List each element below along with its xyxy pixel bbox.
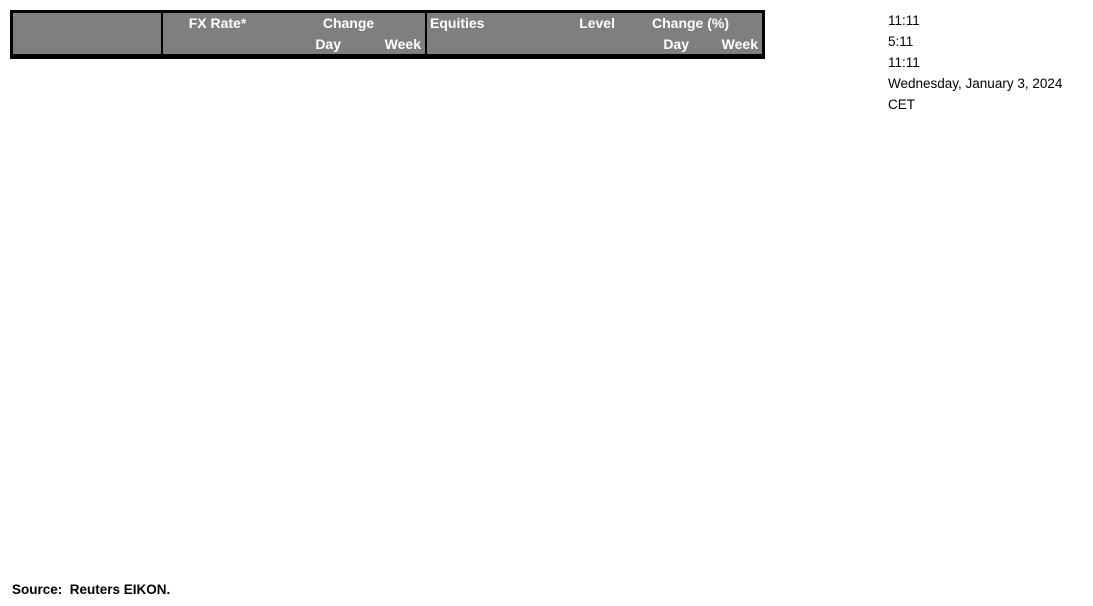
header-change-pct: Change (%) <box>652 15 729 31</box>
header-spacer <box>13 34 163 54</box>
header-spacer <box>163 34 272 54</box>
header-equities: Equities <box>425 13 559 34</box>
date-line: Wednesday, January 3, 2024 <box>888 76 1063 91</box>
table-header: FX Rate* Change Equities Level Change (%… <box>13 13 762 56</box>
header-row-1: FX Rate* Change Equities Level Change (%… <box>13 13 762 34</box>
header-row-2: Day Week Day Week <box>13 34 762 54</box>
header-eq-day: Day <box>663 36 689 52</box>
time-line-2: 5:11 <box>888 34 914 49</box>
header-spacer <box>559 34 619 54</box>
time-line-3: 11:11 <box>888 55 920 70</box>
header-spacer <box>13 13 163 34</box>
market-data-table: FX Rate* Change Equities Level Change (%… <box>10 10 765 59</box>
header-spacer <box>425 34 559 54</box>
header-level: Level <box>579 15 615 31</box>
source-note: Source: Reuters EIKON. <box>12 582 171 597</box>
time-line-1: 11:11 <box>888 13 920 28</box>
header-fx-day: Day <box>315 36 341 52</box>
header-eq-week: Week <box>721 36 758 52</box>
header-change: Change <box>322 15 375 31</box>
header-fx-week: Week <box>384 36 421 52</box>
footnotes: Source: Reuters EIKON. * FX Rate for USD… <box>12 537 702 606</box>
header-fx-rate: FX Rate* <box>188 15 247 31</box>
timezone-line: CET <box>888 97 915 112</box>
timestamp-block: 11:11 5:11 11:11 Wednesday, January 3, 2… <box>888 10 1062 115</box>
